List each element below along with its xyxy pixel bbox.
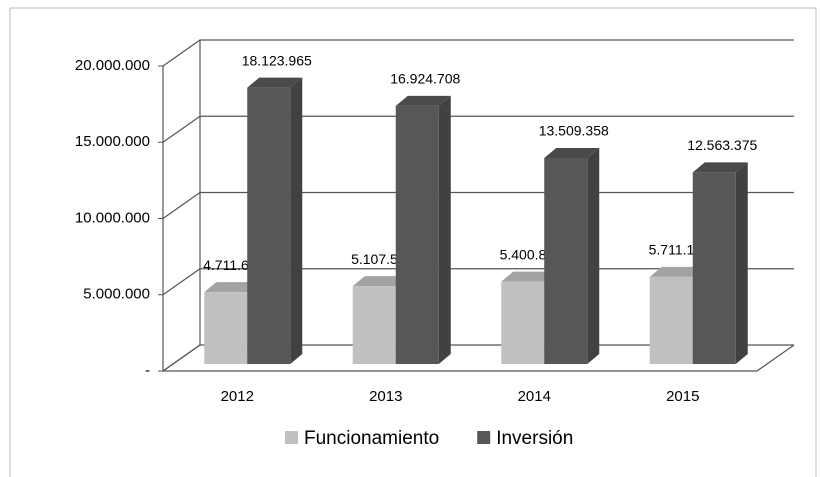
y-tick-label: 5.000.000 — [83, 286, 150, 303]
x-tick-label: 2015 — [666, 388, 699, 405]
legend-swatch — [285, 431, 298, 444]
bar — [204, 292, 248, 364]
bar-top — [544, 147, 600, 158]
bar — [649, 276, 693, 364]
bar-side — [290, 77, 303, 365]
bar-top — [501, 271, 557, 282]
bar-top — [247, 77, 303, 88]
bar-top — [649, 266, 705, 277]
value-label: 18.123.965 — [242, 52, 312, 68]
legend-label: Funcionamiento — [304, 428, 439, 449]
grid-line — [162, 39, 794, 67]
legend-label: Inversión — [496, 428, 573, 449]
y-tick-label: 20.000.000 — [75, 57, 150, 74]
bar — [395, 105, 439, 365]
bar-top — [204, 282, 260, 293]
bar — [692, 172, 736, 364]
bar-top — [352, 276, 408, 287]
bar — [544, 157, 588, 364]
bar — [247, 87, 291, 365]
value-label: 12.563.375 — [687, 137, 757, 153]
x-tick-label: 2013 — [369, 388, 402, 405]
y-tick-label: - — [145, 362, 150, 379]
y-tick-label: 15.000.000 — [75, 133, 150, 150]
floor — [163, 344, 795, 372]
y-tick-label: 10.000.000 — [75, 209, 150, 226]
legend-swatch — [477, 431, 491, 444]
bar-side — [587, 147, 600, 364]
value-label: 13.509.358 — [539, 123, 609, 139]
bar-top — [692, 162, 748, 173]
bar-side — [735, 162, 748, 364]
value-label: 16.924.708 — [390, 71, 460, 87]
bar-top — [395, 95, 451, 106]
grid-line — [162, 115, 794, 143]
bar — [352, 286, 396, 364]
bar — [501, 281, 545, 364]
x-tick-label: 2012 — [221, 388, 254, 405]
bar-side — [438, 95, 451, 365]
x-tick-label: 2014 — [518, 388, 551, 405]
